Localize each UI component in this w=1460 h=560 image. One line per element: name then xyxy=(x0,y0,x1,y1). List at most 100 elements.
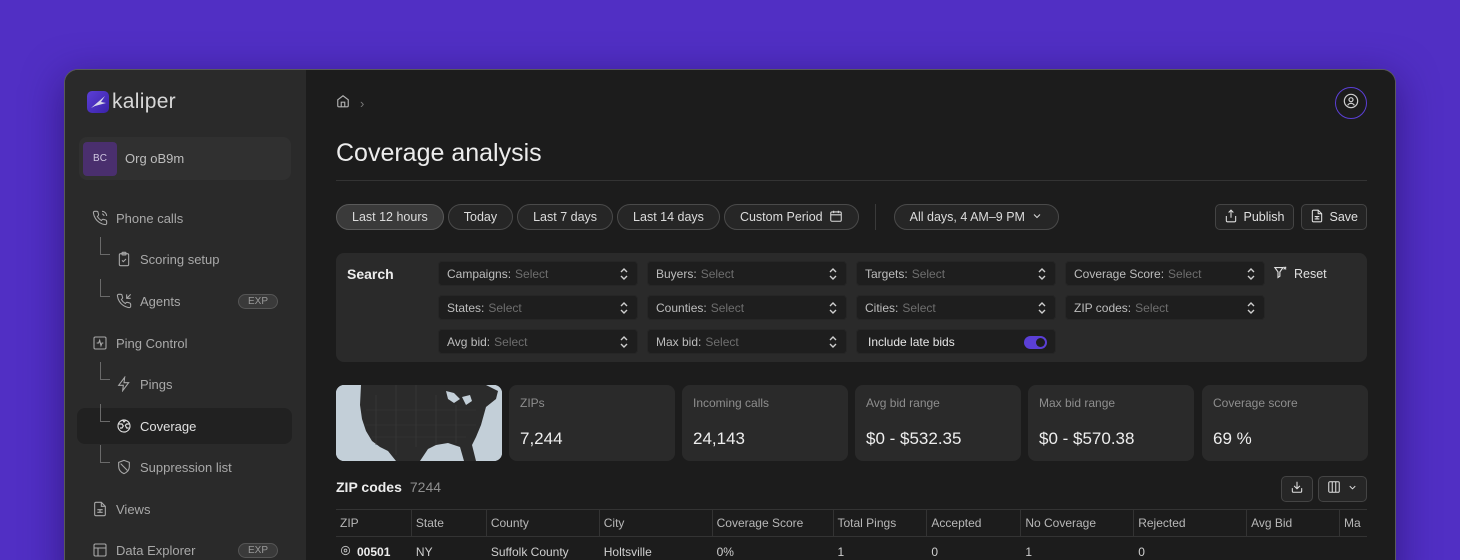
stat-label: ZIPs xyxy=(520,396,545,410)
stat-value: 69 % xyxy=(1213,429,1252,448)
lightning-icon xyxy=(116,376,132,392)
chevron-up-down-icon xyxy=(1246,301,1256,318)
column-header-max-bid[interactable]: Ma xyxy=(1344,516,1361,530)
column-header-no-coverage[interactable]: No Coverage xyxy=(1021,510,1135,536)
filter-last-7-days[interactable]: Last 7 days xyxy=(517,204,614,230)
zip-codes-select[interactable]: ZIP codes: Select xyxy=(1065,295,1265,320)
column-header-county[interactable]: County xyxy=(487,510,600,536)
filter-today[interactable]: Today xyxy=(447,204,514,230)
states-select[interactable]: States: Select xyxy=(438,295,638,320)
toggle-label: Include late bids xyxy=(868,334,955,349)
columns-dropdown-button[interactable] xyxy=(1318,476,1367,502)
clipboard-check-icon xyxy=(116,251,132,267)
sidebar-item-label: Pings xyxy=(140,376,173,392)
sidebar-item-views[interactable]: Views xyxy=(77,491,292,527)
pill-label: Last 7 days xyxy=(533,210,598,224)
user-menu-button[interactable] xyxy=(1335,87,1367,119)
column-header-rejected[interactable]: Rejected xyxy=(1134,510,1248,536)
filter-custom-period[interactable]: Custom Period xyxy=(723,204,859,230)
sidebar-item-coverage[interactable]: Coverage xyxy=(77,404,292,444)
sidebar-item-suppression-list[interactable]: Suppression list xyxy=(77,445,292,485)
include-late-bids-toggle[interactable] xyxy=(1024,336,1047,349)
sidebar-item-label: Data Explorer xyxy=(116,542,196,558)
org-name: Org oB9m xyxy=(125,151,185,166)
field-key: Campaigns: xyxy=(447,266,512,281)
sidebar-item-agents[interactable]: Agents EXP xyxy=(77,279,292,319)
coverage-map[interactable] xyxy=(336,385,502,461)
column-header-coverage-score[interactable]: Coverage Score xyxy=(713,510,834,536)
avg-bid-select[interactable]: Avg bid: Select xyxy=(438,329,638,354)
column-header-accepted[interactable]: Accepted xyxy=(927,510,1022,536)
field-value: Select xyxy=(515,266,549,281)
publish-label: Publish xyxy=(1243,210,1285,224)
logo[interactable]: kaliper xyxy=(87,90,176,114)
field-key: Coverage Score: xyxy=(1074,266,1165,281)
table-count: 7244 xyxy=(409,479,442,495)
download-button[interactable] xyxy=(1281,476,1313,502)
cities-select[interactable]: Cities: Select xyxy=(856,295,1056,320)
column-header-city[interactable]: City xyxy=(600,510,713,536)
table-row[interactable]: 00501 NY Suffolk County Holtsville 0% 1 … xyxy=(336,537,1367,560)
layout-table-icon xyxy=(92,542,108,558)
coverage-score-select[interactable]: Coverage Score: Select xyxy=(1065,261,1265,286)
sidebar-item-label: Views xyxy=(116,501,151,517)
targets-select[interactable]: Targets: Select xyxy=(856,261,1056,286)
experimental-badge: EXP xyxy=(237,293,278,309)
field-key: Max bid: xyxy=(656,334,702,349)
chevron-down-icon xyxy=(1347,480,1358,498)
tree-connector xyxy=(100,445,110,463)
campaigns-select[interactable]: Campaigns: Select xyxy=(438,261,638,286)
coverage-score-cell: 0% xyxy=(716,545,734,559)
publish-button[interactable]: Publish xyxy=(1214,204,1294,230)
zip-cell[interactable]: 00501 xyxy=(336,537,412,560)
chevron-up-down-icon xyxy=(1037,301,1047,318)
sidebar-item-data-explorer[interactable]: Data Explorer EXP xyxy=(77,532,292,560)
counties-select[interactable]: Counties: Select xyxy=(647,295,847,320)
filter-last-14-days[interactable]: Last 14 days xyxy=(617,204,720,230)
sidebar-item-phone-calls[interactable]: Phone calls xyxy=(77,200,292,236)
county-cell: Suffolk County xyxy=(490,545,569,559)
schedule-dropdown[interactable]: All days, 4 AM–9 PM xyxy=(893,204,1059,230)
save-label: Save xyxy=(1329,210,1359,224)
stat-card-avg-bid-range: Avg bid range $0 - $532.35 xyxy=(855,385,1021,461)
column-header-total-pings[interactable]: Total Pings xyxy=(834,510,928,536)
zip-codes-table: ZIP State County City Coverage Score Tot… xyxy=(336,509,1367,560)
column-header-zip[interactable]: ZIP xyxy=(336,510,412,536)
max-bid-select[interactable]: Max bid: Select xyxy=(647,329,847,354)
sidebar-item-label: Phone calls xyxy=(116,210,184,226)
map-pin-icon xyxy=(340,545,351,559)
stat-card-max-bid-range: Max bid range $0 - $570.38 xyxy=(1028,385,1194,461)
filter-last-12-hours[interactable]: Last 12 hours xyxy=(336,204,444,230)
home-icon[interactable] xyxy=(336,94,350,113)
sidebar-item-pings[interactable]: Pings xyxy=(77,362,292,402)
search-heading: Search xyxy=(347,266,394,282)
page-title: Coverage analysis xyxy=(336,139,542,167)
schedule-label: All days, 4 AM–9 PM xyxy=(909,210,1025,224)
save-button[interactable]: Save xyxy=(1300,204,1367,230)
field-value: Select xyxy=(488,300,522,315)
stat-label: Coverage score xyxy=(1213,396,1298,410)
max-bid-cell xyxy=(1340,537,1367,560)
stat-value: $0 - $570.38 xyxy=(1039,429,1135,448)
buyers-select[interactable]: Buyers: Select xyxy=(647,261,847,286)
breadcrumb: › xyxy=(336,94,364,113)
sidebar-item-ping-control[interactable]: Ping Control xyxy=(77,325,292,361)
shield-slash-icon xyxy=(116,459,132,475)
field-value: Select xyxy=(494,334,528,349)
table-title: ZIP codes xyxy=(336,479,402,495)
field-value: Select xyxy=(705,334,739,349)
field-value: Select xyxy=(710,300,745,315)
columns-icon xyxy=(1327,480,1341,499)
column-header-state[interactable]: State xyxy=(412,510,487,536)
sidebar-item-scoring-setup[interactable]: Scoring setup xyxy=(77,237,292,277)
file-spreadsheet-icon xyxy=(1310,209,1324,226)
chevron-up-down-icon xyxy=(619,267,629,284)
stat-value: $0 - $532.35 xyxy=(866,429,962,448)
org-switcher[interactable]: BC Org oB9m xyxy=(79,137,291,180)
reset-filters-button[interactable]: Reset xyxy=(1273,265,1327,283)
column-header-avg-bid[interactable]: Avg Bid xyxy=(1247,510,1340,536)
chevron-up-down-icon xyxy=(619,335,629,352)
no-coverage-cell: 1 xyxy=(1025,545,1032,559)
tree-connector xyxy=(100,279,110,297)
sidebar-item-label: Suppression list xyxy=(140,459,232,475)
